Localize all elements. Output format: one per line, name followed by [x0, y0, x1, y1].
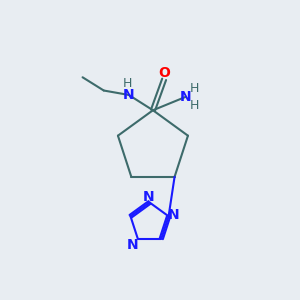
Text: H: H: [190, 82, 200, 95]
Text: N: N: [168, 208, 180, 222]
Text: N: N: [179, 90, 191, 104]
Text: H: H: [123, 77, 132, 90]
Text: N: N: [127, 238, 138, 252]
Text: N: N: [142, 190, 154, 204]
Text: N: N: [123, 88, 135, 102]
Text: O: O: [158, 66, 170, 80]
Text: H: H: [190, 99, 200, 112]
